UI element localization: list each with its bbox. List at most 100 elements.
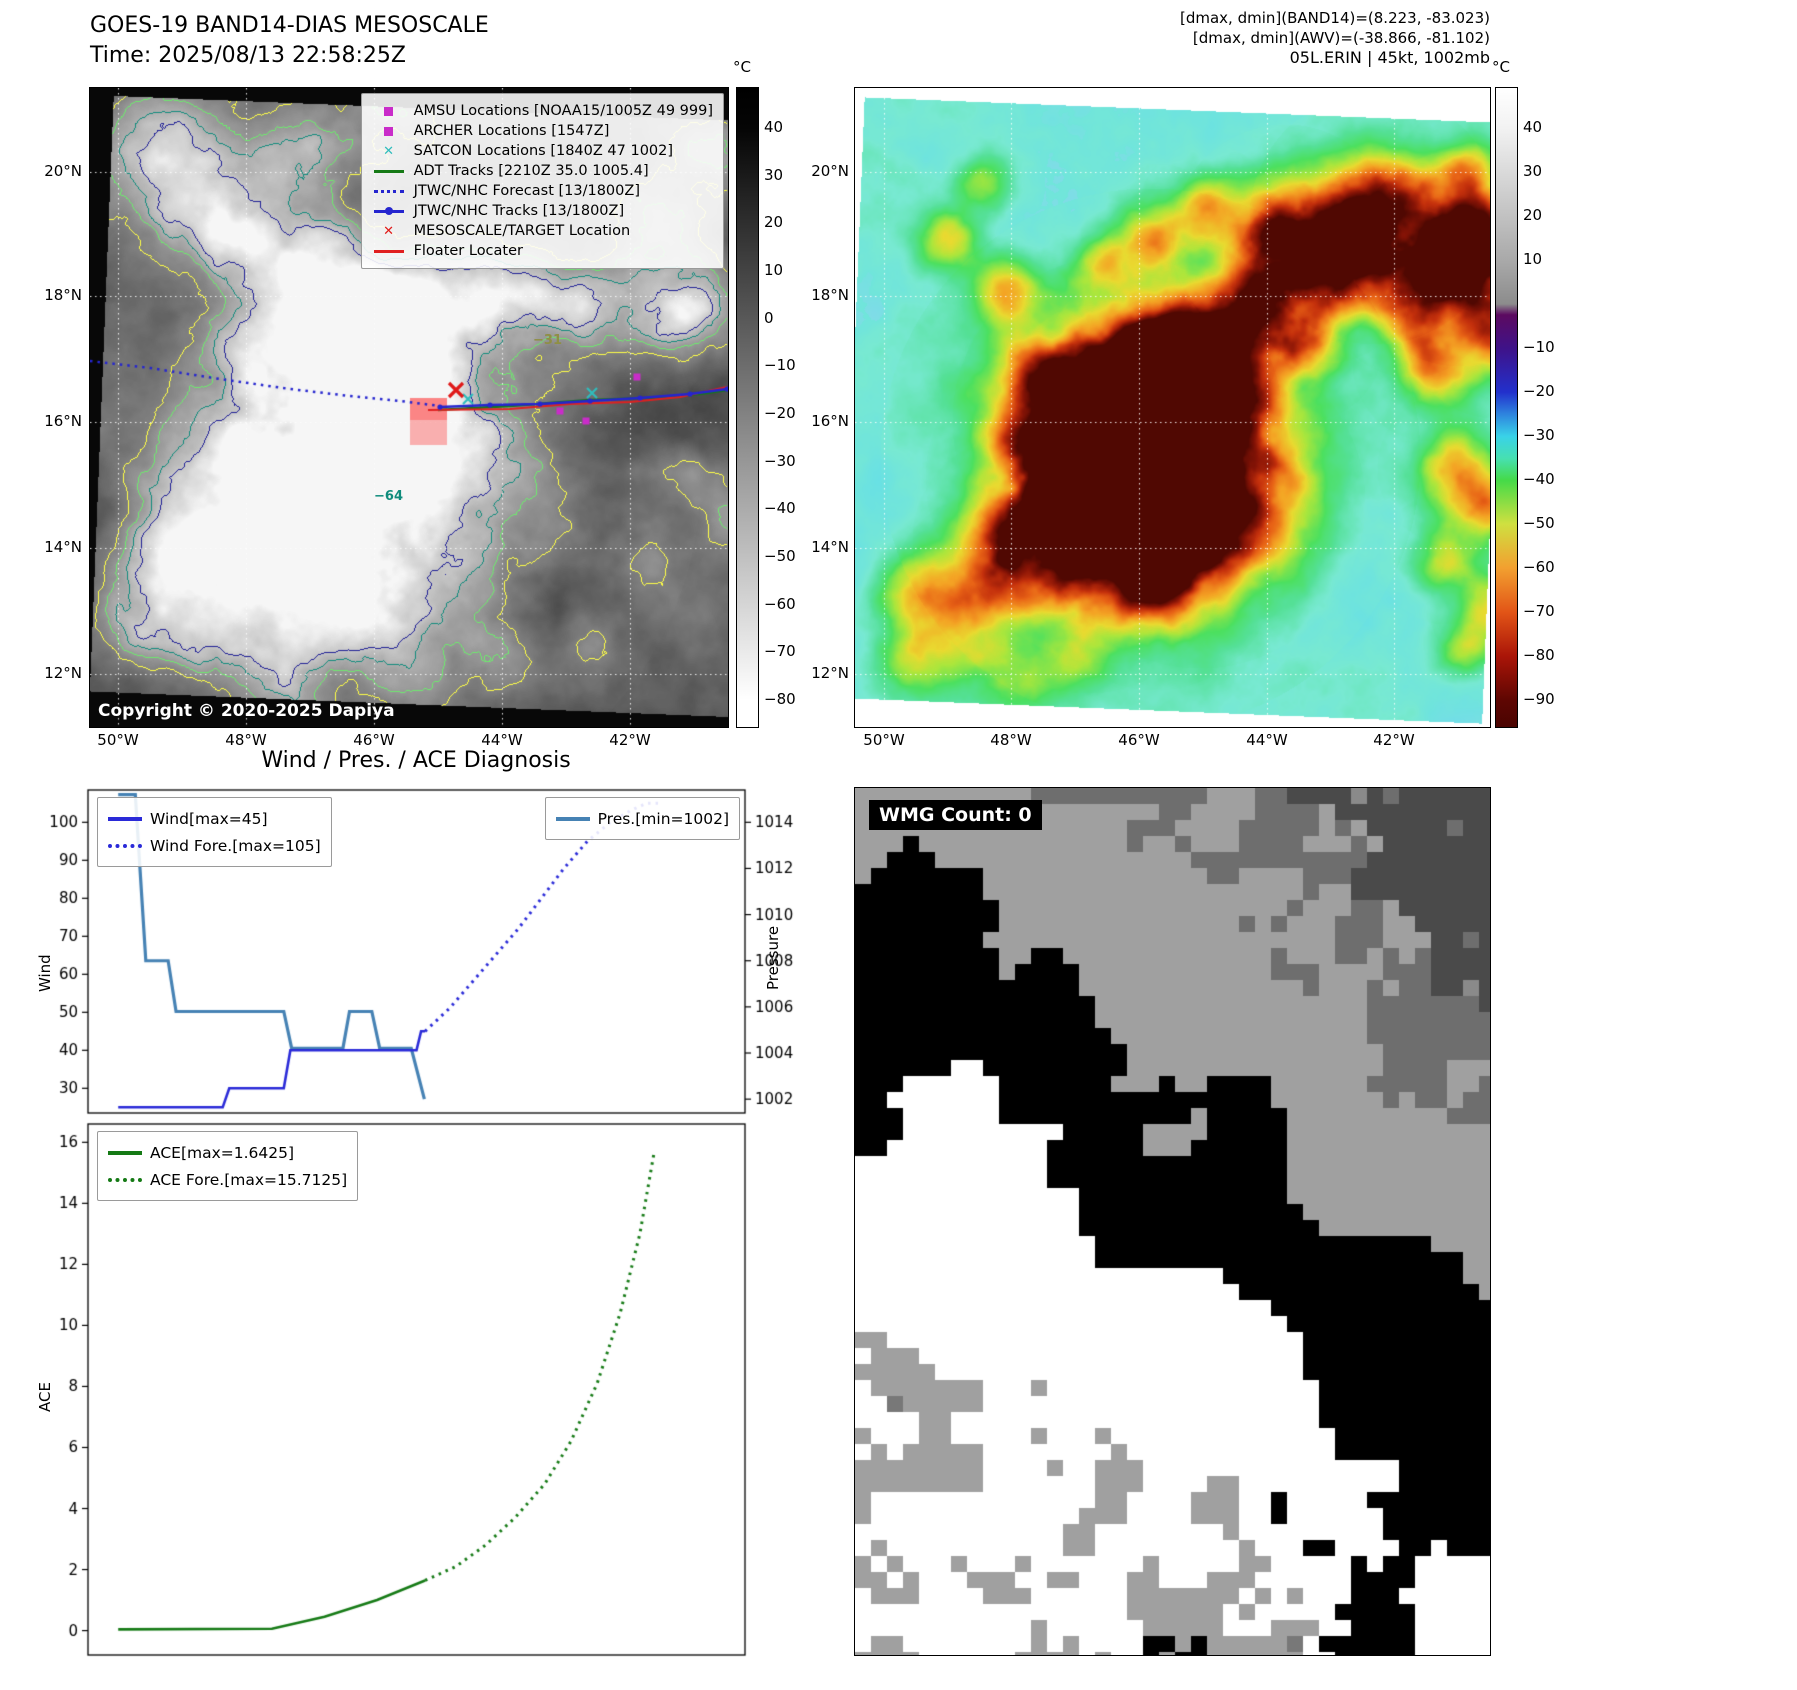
tr-lon-tick: 46°W: [1118, 731, 1160, 749]
contour-label: −64: [374, 489, 403, 504]
contour-label: −31: [533, 333, 562, 348]
legend-marker-square-icon: [372, 126, 406, 136]
tr-lat-tick: 16°N: [811, 412, 849, 430]
legend-label: ARCHER Locations [1547Z]: [413, 123, 610, 139]
legend-row: Pres.[min=1002]: [555, 805, 729, 832]
tl-colorbar: [736, 87, 759, 728]
ace-axis-label: ACE: [36, 1382, 54, 1412]
tr-colorbar-tick: −70: [1523, 602, 1555, 620]
ace-legend: ACE[max=1.6425] ACE Fore.[max=15.7125]: [97, 1131, 359, 1201]
tl-colorbar-tick: −70: [764, 642, 796, 661]
legend-label: ACE Fore.[max=15.7125]: [150, 1170, 348, 1189]
tl-colorbar-tick: 30: [764, 165, 784, 184]
tl-lat-tick: 18°N: [44, 286, 82, 304]
tl-lon-tick: 46°W: [353, 731, 395, 749]
legend-label: SATCON Locations [1840Z 47 1002]: [413, 143, 674, 159]
legend-row: JTWC/NHC Forecast [13/1800Z]: [372, 181, 713, 201]
legend-marker-line-marker-icon: [372, 207, 406, 215]
tr-lon-tick: 44°W: [1246, 731, 1288, 749]
legend-row: AMSU Locations [NOAA15/1005Z 49 999]: [372, 101, 713, 121]
legend-label: Wind Fore.[max=105]: [150, 836, 321, 855]
pressure-axis-label: Pressure: [764, 925, 782, 990]
legend-label: AMSU Locations [NOAA15/1005Z 49 999]: [413, 103, 713, 119]
tr-lon-tick: 48°W: [990, 731, 1032, 749]
tl-lat-tick: 12°N: [44, 664, 82, 682]
legend-label: JTWC/NHC Tracks [13/1800Z]: [413, 203, 625, 219]
legend-marker-x-icon: ✕: [383, 143, 395, 159]
tr-colorbar-tick: −40: [1523, 470, 1555, 488]
tr-colorbar-tick: −90: [1523, 690, 1555, 708]
legend-row: Floater Locater: [372, 241, 713, 261]
legend-label: Floater Locater: [413, 243, 523, 259]
awv-color-satellite-map: [854, 87, 1491, 728]
copyright-text: Copyright © 2020-2025 Dapiya: [98, 701, 395, 721]
legend-row: JTWC/NHC Tracks [13/1800Z]: [372, 201, 713, 221]
legend-row: ACE Fore.[max=15.7125]: [108, 1166, 347, 1193]
legend-row: Wind Fore.[max=105]: [108, 832, 321, 859]
tl-lon-tick: 48°W: [225, 731, 267, 749]
tr-header-line2: [dmax, dmin](AWV)=(-38.866, -81.102): [1192, 29, 1490, 47]
tr-lat-tick: 20°N: [811, 162, 849, 180]
tl-title-line1: GOES-19 BAND14-DIAS MESOSCALE: [90, 13, 489, 38]
tl-lon-tick: 44°W: [481, 731, 523, 749]
tl-lat-tick: 16°N: [44, 412, 82, 430]
legend-row: ✕ SATCON Locations [1840Z 47 1002]: [372, 141, 713, 161]
legend-label: MESOSCALE/TARGET Location: [413, 223, 631, 239]
legend-row: ✕ MESOSCALE/TARGET Location: [372, 221, 713, 241]
tl-colorbar-unit: °C: [733, 58, 751, 76]
wind-pres-ace-charts: [0, 740, 810, 1690]
tr-lon-tick: 42°W: [1373, 731, 1415, 749]
tl-map-legend: AMSU Locations [NOAA15/1005Z 49 999] ARCH…: [360, 93, 724, 269]
tr-header-line1: [dmax, dmin](BAND14)=(8.223, -83.023): [1179, 9, 1490, 27]
tl-title-line2: Time: 2025/08/13 22:58:25Z: [90, 43, 406, 68]
tl-colorbar-tick: −30: [764, 451, 796, 470]
tl-colorbar-tick: −60: [764, 594, 796, 613]
tr-lat-tick: 12°N: [811, 664, 849, 682]
tl-colorbar-tick: 40: [764, 118, 784, 136]
legend-label: ACE[max=1.6425]: [150, 1143, 295, 1162]
tr-lon-tick: 50°W: [863, 731, 905, 749]
tr-colorbar-tick: −20: [1523, 382, 1555, 400]
legend-marker-chline-icon: [108, 816, 142, 821]
legend-marker-dotted-icon: [372, 189, 406, 193]
tl-colorbar-tick: −50: [764, 547, 796, 565]
tr-lat-tick: 18°N: [811, 286, 849, 304]
legend-marker-chline-icon: [108, 1150, 142, 1155]
tr-colorbar-tick: −50: [1523, 514, 1555, 532]
legend-row: ARCHER Locations [1547Z]: [372, 121, 713, 141]
tl-colorbar-tick: −40: [764, 499, 796, 518]
legend-marker-line-icon: [372, 169, 406, 173]
tr-lat-tick: 14°N: [811, 538, 849, 556]
legend-marker-x-icon: ✕: [383, 223, 395, 239]
legend-label: JTWC/NHC Forecast [13/1800Z]: [413, 183, 640, 199]
tr-colorbar-tick: −80: [1523, 646, 1555, 664]
tr-colorbar-tick: −30: [1523, 426, 1555, 444]
tl-colorbar-tick: 0: [764, 308, 774, 327]
wmg-pixel-map: [854, 787, 1491, 1656]
tr-colorbar-tick: −60: [1523, 558, 1555, 576]
legend-marker-line-icon: [372, 249, 406, 253]
legend-label: Wind[max=45]: [150, 809, 268, 828]
wmg-count-badge: WMG Count: 0: [869, 800, 1042, 830]
tl-lon-tick: 50°W: [97, 731, 139, 749]
tr-colorbar-tick: 40: [1523, 118, 1543, 136]
tl-colorbar-tick: −20: [764, 404, 796, 422]
tl-colorbar-tick: −10: [764, 356, 796, 375]
legend-row: ADT Tracks [2210Z 35.0 1005.4]: [372, 161, 713, 181]
tr-colorbar: [1495, 87, 1518, 728]
tl-colorbar-tick: 10: [764, 261, 784, 279]
wind-legend: Wind[max=45] Wind Fore.[max=105]: [97, 797, 332, 867]
tl-lat-tick: 20°N: [44, 162, 82, 180]
tr-colorbar-tick: −10: [1523, 338, 1555, 356]
tl-lat-tick: 14°N: [44, 538, 82, 556]
legend-label: Pres.[min=1002]: [597, 809, 729, 828]
legend-marker-chdotted-icon: [108, 843, 142, 848]
tr-colorbar-tick: 30: [1523, 162, 1543, 180]
legend-marker-chline-icon: [555, 816, 590, 821]
tr-colorbar-unit: °C: [1492, 58, 1510, 76]
tl-lon-tick: 42°W: [609, 731, 651, 749]
tr-colorbar-tick: 20: [1523, 206, 1543, 224]
tl-colorbar-tick: 20: [764, 213, 784, 232]
legend-row: ACE[max=1.6425]: [108, 1139, 347, 1166]
